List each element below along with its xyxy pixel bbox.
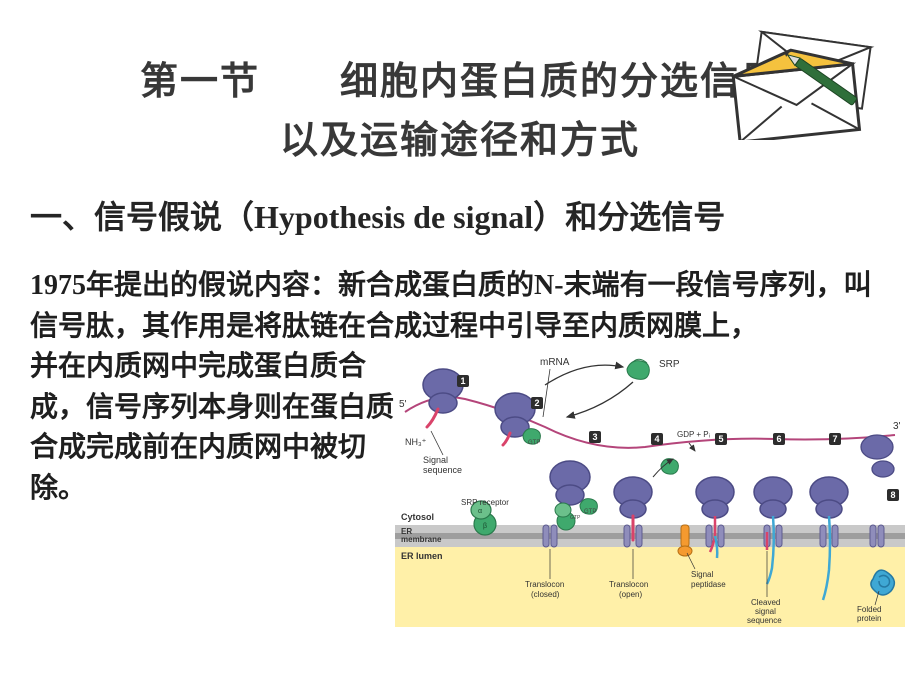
svg-text:7: 7 <box>832 434 837 444</box>
folded-protein-label: Folded <box>857 605 881 614</box>
svg-text:1: 1 <box>460 376 465 386</box>
envelope-icon <box>730 10 890 140</box>
section-heading: 一、信号假说（Hypothesis de signal）和分选信号 <box>0 192 920 238</box>
ribosome-step3: GTP GTP <box>550 461 597 530</box>
gdp-pi-label: GDP + Pᵢ <box>677 430 710 439</box>
srp-free <box>627 359 649 379</box>
signal-peptidase-label: Signal <box>691 570 713 579</box>
nh3-label: NH₃⁺ <box>405 437 427 447</box>
year-1975: 1975 <box>30 270 86 301</box>
srp-receptor-label: SRP receptor <box>461 498 509 507</box>
er-lumen-label: ER lumen <box>401 551 443 561</box>
mrna-label: mRNA <box>540 357 570 368</box>
svg-text:(closed): (closed) <box>531 590 560 599</box>
five-prime-label: 5' <box>399 399 407 410</box>
svg-text:GTP: GTP <box>570 515 581 521</box>
svg-text:3: 3 <box>592 432 597 442</box>
svg-text:(open): (open) <box>619 590 642 599</box>
cytosol-label: Cytosol <box>401 512 434 522</box>
svg-text:membrane: membrane <box>401 535 442 544</box>
signal-hypothesis-diagram: Cytosol ER membrane ER lumen mRNA 5' 3' … <box>395 337 905 627</box>
ribosome-released <box>861 435 894 477</box>
svg-text:2: 2 <box>534 398 539 408</box>
svg-text:protein: protein <box>857 614 881 623</box>
svg-text:sequence: sequence <box>747 616 782 625</box>
section-suffix: ）和分选信号 <box>533 199 725 235</box>
svg-text:signal: signal <box>755 607 776 616</box>
svg-text:8: 8 <box>890 490 895 500</box>
translocon-open-label: Translocon <box>609 580 648 589</box>
svg-text:sequence: sequence <box>423 465 462 475</box>
three-prime-label: 3' <box>893 421 901 432</box>
svg-text:peptidase: peptidase <box>691 580 726 589</box>
svg-text:β: β <box>483 523 487 530</box>
svg-text:6: 6 <box>776 434 781 444</box>
srp-label: SRP <box>659 359 680 370</box>
cleaved-signal-label: Cleaved <box>751 598 780 607</box>
mrna-strand <box>405 397 895 448</box>
signal-sequence-label: Signal <box>423 455 448 465</box>
paragraph-upper: 1975年提出的假说内容：新合成蛋白质的N-末端有一段信号序列，叫信号肽，其作用… <box>0 266 920 347</box>
n-terminal: N- <box>534 270 564 301</box>
paragraph-lower: 并在内质网中完成蛋白质合成，信号序列本身则在蛋白质合成完成前在内质网中被切除。 <box>30 347 410 509</box>
svg-text:4: 4 <box>654 434 659 444</box>
svg-text:α: α <box>478 508 482 515</box>
translocon-closed-label: Translocon <box>525 580 564 589</box>
svg-text:GTP: GTP <box>528 440 540 446</box>
svg-text:5: 5 <box>718 434 723 444</box>
section-prefix: 一、信号假说（ <box>30 199 254 235</box>
para-t1: 年提出的假说内容：新合成蛋白质的 <box>86 270 534 301</box>
svg-text:GTP: GTP <box>584 509 596 515</box>
section-latin: Hypothesis de signal <box>254 199 533 235</box>
